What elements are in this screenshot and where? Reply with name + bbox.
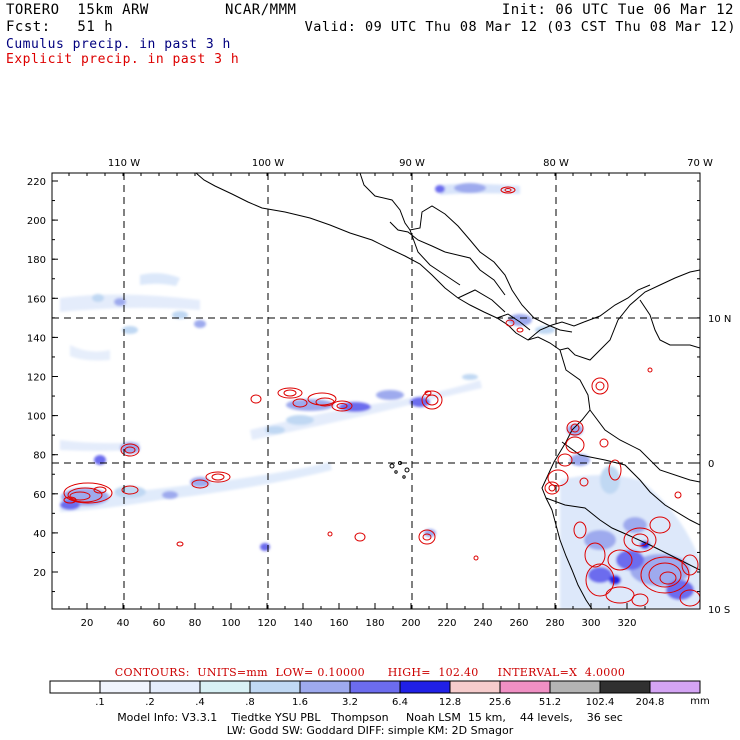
x-tick-label: 240 — [473, 618, 492, 629]
x-tick-label: 300 — [581, 618, 600, 629]
legend-label: 6.4 — [392, 697, 408, 708]
coastlines — [195, 173, 700, 609]
x-tick-label: 20 — [81, 618, 94, 629]
legend-color-box — [549, 680, 601, 694]
x-tick-label: 100 — [221, 618, 240, 629]
y-tick-label: 80 — [33, 451, 46, 462]
longitude-label: 110 W — [108, 158, 140, 169]
valid-time: Valid: 09 UTC Thu 08 Mar 12 (03 CST Thu … — [304, 19, 736, 35]
x-tick-label: 60 — [153, 618, 166, 629]
cumulus-field-title: Cumulus precip. in past 3 h — [6, 37, 231, 52]
x-tick-label: 80 — [189, 618, 202, 629]
legend-label: 25.6 — [489, 697, 511, 708]
legend-label: .8 — [245, 697, 255, 708]
legend-color-box — [199, 680, 251, 694]
legend-label: 51.2 — [539, 697, 561, 708]
legend-color-box — [299, 680, 351, 694]
legend-color-box — [399, 680, 451, 694]
x-tick-label: 120 — [257, 618, 276, 629]
longitude-label: 80 W — [543, 158, 569, 169]
y-tick-label: 160 — [27, 294, 46, 305]
x-tick-label: 160 — [329, 618, 348, 629]
legend-color-box — [599, 680, 651, 694]
explicit-precip-contours — [63, 186, 700, 607]
y-tick-label: 20 — [33, 568, 46, 579]
legend-color-box — [649, 680, 701, 694]
legend-label: .1 — [95, 697, 105, 708]
y-tick-label: 100 — [27, 412, 46, 423]
longitude-label: 70 W — [687, 158, 713, 169]
longitude-label: 100 W — [252, 158, 284, 169]
legend-label: 3.2 — [342, 697, 358, 708]
legend-unit: mm — [690, 696, 709, 707]
map-frame — [51, 172, 701, 610]
y-tick-label: 40 — [33, 529, 46, 540]
legend-color-box — [149, 680, 201, 694]
x-tick-label: 220 — [437, 618, 456, 629]
legend-color-box — [99, 680, 151, 694]
x-tick-label: 140 — [293, 618, 312, 629]
longitude-label: 90 W — [399, 158, 425, 169]
x-tick-label: 200 — [401, 618, 420, 629]
y-tick-label: 140 — [27, 333, 46, 344]
model-name: TORERO 15km ARW — [6, 2, 149, 18]
model-info-line1: Model Info: V3.3.1 Tiedtke YSU PBL Thomp… — [117, 711, 623, 724]
init-time: Init: 06 UTC Tue 06 Mar 12 — [501, 2, 734, 18]
axis-tick-labels: 220 200 180 160 140 120 100 80 60 40 20 20 40 60 80 100… — [27, 158, 731, 629]
y-tick-label: 220 — [27, 177, 46, 188]
x-tick-label: 320 — [617, 618, 636, 629]
y-tick-label: 60 — [33, 490, 46, 501]
legend-label: 1.6 — [292, 697, 308, 708]
x-tick-label: 180 — [365, 618, 384, 629]
legend-color-box — [249, 680, 301, 694]
latitude-label: 0 — [708, 459, 714, 470]
y-tick-label: 180 — [27, 255, 46, 266]
y-tick-label: 120 — [27, 373, 46, 384]
contour-info: CONTOURS: UNITS=mm LOW= 0.10000 HIGH= 10… — [114, 666, 626, 679]
lat-lon-gridlines — [52, 173, 700, 609]
legend-label: 12.8 — [439, 697, 461, 708]
model-info-line2: LW: Godd SW: Goddard DIFF: simple KM: 2D… — [226, 724, 514, 737]
map-content — [52, 173, 700, 609]
latitude-label: 10 S — [708, 605, 730, 616]
legend-color-box — [499, 680, 551, 694]
legend-color-box — [349, 680, 401, 694]
legend-label: .4 — [195, 697, 205, 708]
legend-label: 204.8 — [636, 697, 665, 708]
legend-colorbar: .1.2.4.8 1.6 3.2 6.4 12.8 25.6 51.2 102.4 204.8 … — [49, 680, 710, 708]
cumulus-precip-shading — [60, 183, 700, 609]
axis-tick-marks — [52, 173, 701, 610]
institution: NCAR/MMM — [225, 2, 297, 18]
legend-color-box — [49, 680, 101, 694]
explicit-field-title: Explicit precip. in past 3 h — [6, 52, 240, 67]
y-tick-label: 200 — [27, 216, 46, 227]
legend-color-box — [449, 680, 501, 694]
x-tick-label: 280 — [545, 618, 564, 629]
legend-label: 102.4 — [586, 697, 615, 708]
legend-label: .2 — [145, 697, 155, 708]
latitude-label: 10 N — [708, 314, 731, 325]
forecast-hour: Fcst: 51 h — [6, 19, 114, 35]
x-tick-label: 40 — [117, 618, 130, 629]
x-tick-label: 260 — [509, 618, 528, 629]
